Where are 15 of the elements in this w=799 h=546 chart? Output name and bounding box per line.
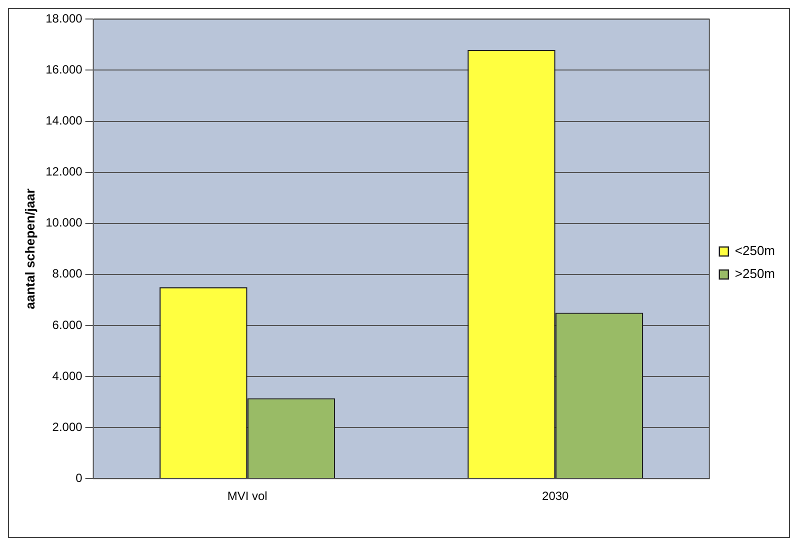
y-tick-label: 6.000 [52,318,83,332]
y-tick-label: 2.000 [52,420,83,434]
x-tick-label: MVI vol [227,489,268,504]
y-tick-label: 12.000 [46,164,83,179]
y-axis-title: aantal schepen/jaar [22,188,38,310]
y-tick-label: 18.000 [46,12,83,26]
y-tick-label: 16.000 [46,62,83,77]
legend-label: <250m [734,243,776,258]
x-tick-label: 2030 [542,489,570,504]
legend-label: >250m [734,266,776,282]
y-tick-label: 0 [76,470,83,485]
y-tick-label: 4.000 [52,368,83,383]
y-tick-label: 14.000 [46,114,83,128]
y-tick-label: 8.000 [52,266,83,281]
y-tick-label: 10.000 [46,216,83,230]
